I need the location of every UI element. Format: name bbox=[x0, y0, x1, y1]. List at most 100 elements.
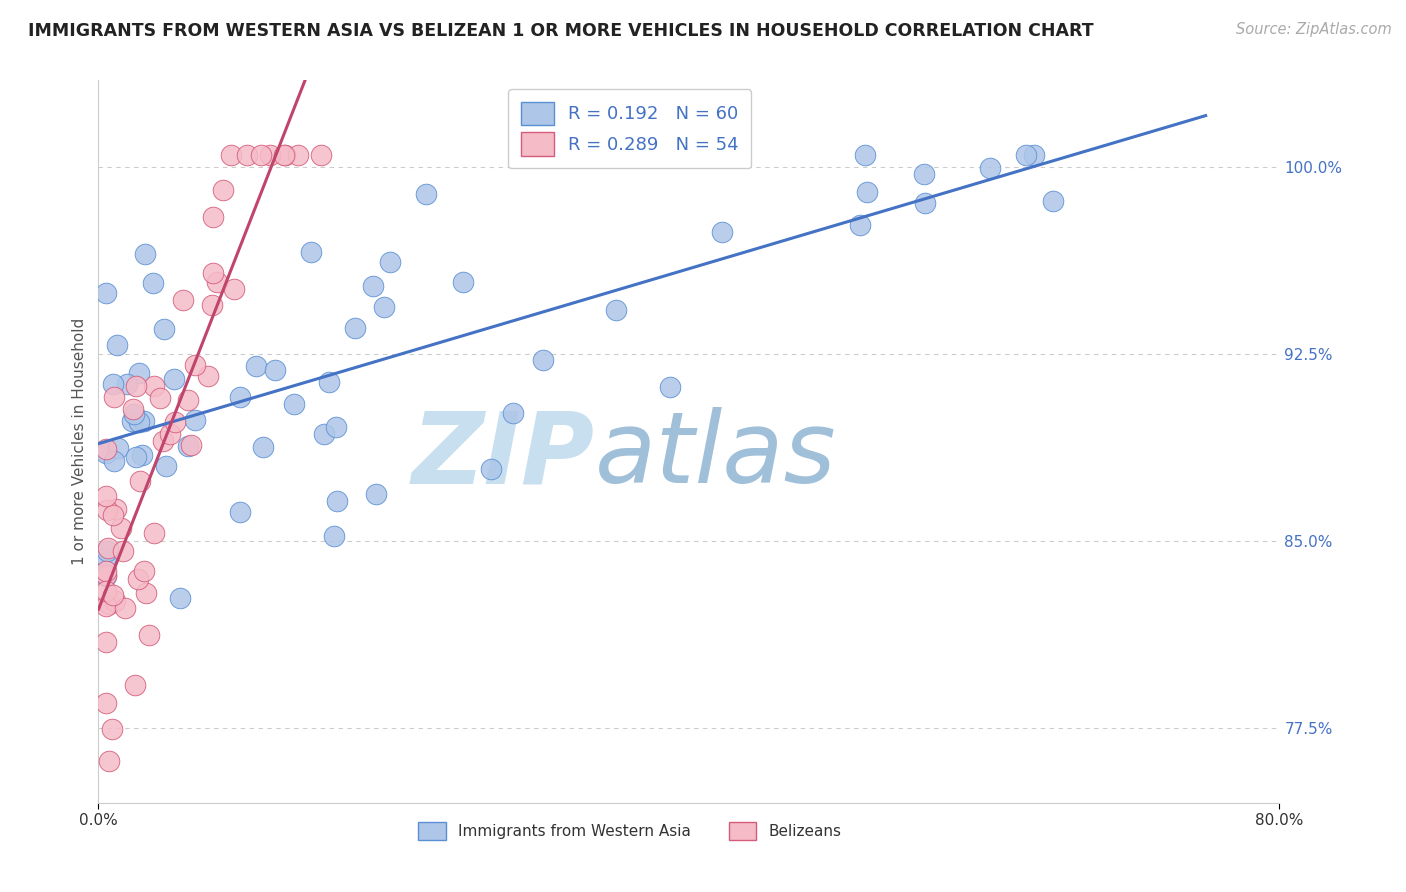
Point bbox=[132, 414, 155, 428]
Point bbox=[94, 550, 117, 565]
Point bbox=[97, 541, 120, 556]
Point bbox=[152, 434, 174, 448]
Point bbox=[169, 591, 191, 606]
Point bbox=[283, 397, 305, 411]
Point bbox=[287, 148, 309, 162]
Legend: Immigrants from Western Asia, Belizeans: Immigrants from Western Asia, Belizeans bbox=[412, 816, 848, 846]
Point bbox=[912, 168, 935, 182]
Point bbox=[311, 148, 333, 162]
Point bbox=[110, 521, 132, 535]
Point bbox=[149, 391, 172, 405]
Point bbox=[849, 218, 872, 232]
Point bbox=[172, 293, 194, 307]
Point bbox=[205, 276, 228, 290]
Point bbox=[914, 195, 936, 210]
Y-axis label: 1 or more Vehicles in Household: 1 or more Vehicles in Household bbox=[72, 318, 87, 566]
Point bbox=[325, 420, 347, 434]
Point bbox=[94, 569, 117, 583]
Point bbox=[101, 588, 124, 602]
Point bbox=[502, 406, 524, 420]
Point bbox=[129, 475, 152, 489]
Point bbox=[605, 302, 627, 317]
Point bbox=[94, 442, 117, 457]
Point bbox=[94, 285, 117, 300]
Point bbox=[1015, 148, 1038, 162]
Point bbox=[180, 438, 202, 452]
Point bbox=[344, 321, 367, 335]
Point bbox=[142, 526, 165, 541]
Point bbox=[250, 148, 273, 162]
Point bbox=[121, 414, 143, 428]
Point bbox=[159, 427, 181, 442]
Point bbox=[299, 245, 322, 260]
Point bbox=[531, 352, 554, 367]
Text: IMMIGRANTS FROM WESTERN ASIA VS BELIZEAN 1 OR MORE VEHICLES IN HOUSEHOLD CORRELA: IMMIGRANTS FROM WESTERN ASIA VS BELIZEAN… bbox=[28, 22, 1094, 40]
Point bbox=[98, 598, 121, 612]
Point bbox=[107, 441, 129, 455]
Point bbox=[163, 415, 186, 429]
Point bbox=[114, 600, 136, 615]
Point bbox=[103, 390, 125, 404]
Point bbox=[202, 210, 225, 224]
Point bbox=[131, 448, 153, 462]
Point bbox=[96, 503, 118, 517]
Point bbox=[710, 225, 733, 239]
Point bbox=[378, 254, 401, 268]
Point bbox=[138, 628, 160, 642]
Point bbox=[135, 586, 157, 600]
Point bbox=[152, 322, 174, 336]
Point bbox=[122, 407, 145, 421]
Point bbox=[364, 487, 387, 501]
Point bbox=[312, 426, 335, 441]
Point bbox=[219, 148, 242, 162]
Point bbox=[415, 187, 437, 202]
Point bbox=[111, 544, 134, 558]
Point bbox=[264, 363, 287, 377]
Point bbox=[122, 401, 145, 416]
Point bbox=[94, 599, 117, 613]
Point bbox=[94, 564, 117, 578]
Point bbox=[97, 754, 120, 768]
Point bbox=[979, 161, 1001, 175]
Point bbox=[222, 282, 245, 296]
Text: Source: ZipAtlas.com: Source: ZipAtlas.com bbox=[1236, 22, 1392, 37]
Point bbox=[94, 489, 117, 503]
Text: ZIP: ZIP bbox=[412, 408, 595, 505]
Point bbox=[104, 501, 127, 516]
Point bbox=[177, 393, 200, 408]
Point bbox=[658, 380, 681, 394]
Point bbox=[115, 377, 138, 392]
Point bbox=[183, 358, 205, 372]
Point bbox=[479, 461, 502, 475]
Point bbox=[318, 376, 340, 390]
Point bbox=[202, 266, 225, 280]
Point bbox=[127, 572, 149, 586]
Point bbox=[101, 508, 124, 523]
Point bbox=[229, 390, 252, 404]
Point bbox=[373, 301, 395, 315]
Point bbox=[128, 415, 150, 429]
Point bbox=[562, 148, 585, 162]
Point bbox=[125, 378, 148, 392]
Point bbox=[124, 450, 146, 465]
Point bbox=[235, 148, 257, 162]
Point bbox=[323, 528, 346, 542]
Point bbox=[273, 148, 295, 162]
Point bbox=[94, 696, 117, 710]
Point bbox=[856, 185, 879, 199]
Point bbox=[101, 377, 124, 392]
Point bbox=[105, 338, 128, 352]
Point bbox=[142, 276, 165, 290]
Point bbox=[134, 246, 156, 260]
Point bbox=[326, 493, 349, 508]
Point bbox=[252, 441, 274, 455]
Point bbox=[94, 446, 117, 460]
Point bbox=[229, 505, 252, 519]
Point bbox=[183, 413, 205, 427]
Point bbox=[128, 366, 150, 380]
Point bbox=[124, 678, 146, 692]
Point bbox=[163, 371, 186, 385]
Point bbox=[100, 722, 122, 736]
Point bbox=[259, 148, 281, 162]
Point bbox=[94, 635, 117, 649]
